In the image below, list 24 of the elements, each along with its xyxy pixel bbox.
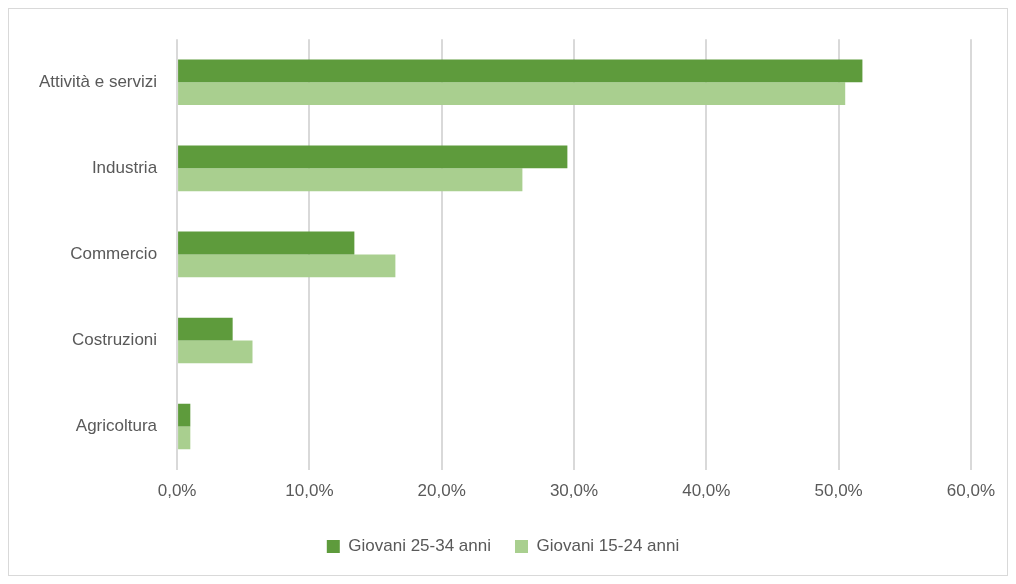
y-tick-label: Industria — [91, 158, 158, 178]
bar — [178, 254, 396, 278]
bar — [178, 426, 191, 450]
bar — [178, 59, 863, 83]
y-tick-label: Agricoltura — [75, 416, 158, 436]
bar — [178, 82, 846, 106]
bar — [178, 231, 355, 255]
x-tick-label: 30,0% — [549, 481, 599, 501]
y-tick-label: Commercio — [70, 244, 158, 264]
x-tick-label: 50,0% — [814, 481, 863, 501]
x-tick-label: 20,0% — [417, 481, 466, 501]
y-tick-label: Costruzioni — [72, 330, 158, 350]
x-tick-label: 40,0% — [682, 481, 731, 501]
bar — [178, 145, 568, 169]
bar — [178, 168, 523, 192]
bar — [178, 340, 253, 364]
bar — [178, 403, 191, 427]
x-tick-label: 60,0% — [946, 481, 995, 501]
x-tick-label: 10,0% — [285, 481, 334, 501]
y-tick-label: Attività e servizi — [38, 71, 158, 91]
bar — [178, 317, 233, 341]
legend-label: Giovani 15-24 anni — [536, 536, 680, 556]
x-tick-label: 0,0% — [157, 481, 197, 501]
legend-label: Giovani 25-34 anni — [348, 536, 492, 556]
